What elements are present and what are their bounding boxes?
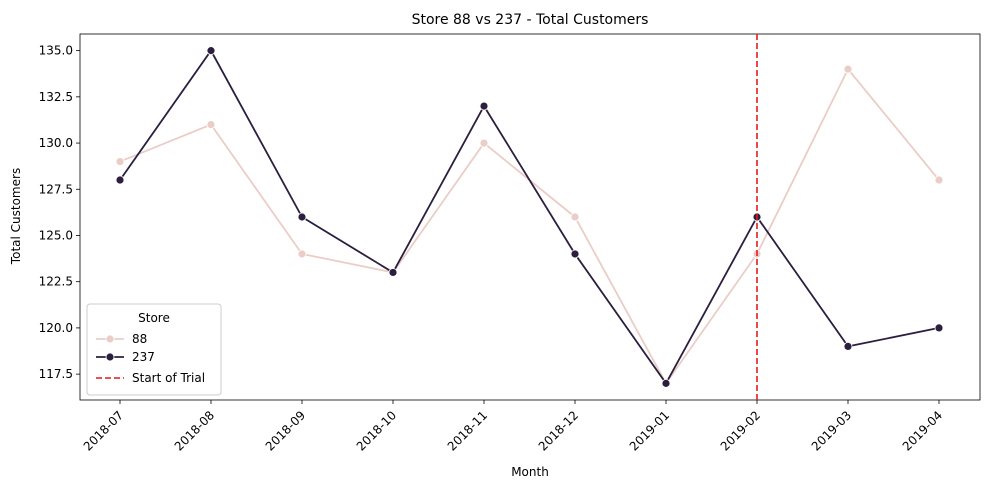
data-point-88 bbox=[934, 175, 944, 185]
x-tick-label: 2019-04 bbox=[900, 408, 945, 453]
data-point-237 bbox=[843, 341, 853, 351]
x-tick-label: 2019-03 bbox=[809, 408, 854, 453]
data-point-237 bbox=[297, 212, 307, 222]
legend-marker-237 bbox=[105, 352, 115, 362]
data-point-237 bbox=[934, 323, 944, 333]
x-tick-label: 2018-11 bbox=[445, 408, 490, 453]
y-tick-label: 120.0 bbox=[39, 321, 73, 335]
x-axis-label: Month bbox=[511, 465, 549, 479]
legend-label-237: 237 bbox=[132, 350, 155, 364]
data-point-88 bbox=[479, 138, 489, 148]
legend-marker-88 bbox=[105, 334, 115, 344]
x-tick-label: 2018-07 bbox=[81, 408, 126, 453]
legend-label-trial: Start of Trial bbox=[132, 371, 205, 385]
data-point-237 bbox=[479, 101, 489, 111]
data-point-237 bbox=[661, 378, 671, 388]
plot-frame bbox=[79, 33, 981, 401]
x-tick-label: 2018-09 bbox=[263, 408, 308, 453]
data-point-237 bbox=[388, 268, 398, 277]
x-tick-label: 2018-10 bbox=[354, 408, 399, 453]
y-tick-label: 122.5 bbox=[39, 275, 73, 289]
y-tick-label: 130.0 bbox=[39, 136, 73, 150]
data-point-88 bbox=[206, 120, 216, 129]
y-tick-label: 117.5 bbox=[39, 367, 73, 381]
y-axis-label: Total Customers bbox=[9, 168, 23, 265]
data-point-88 bbox=[843, 64, 853, 74]
data-point-88 bbox=[297, 249, 307, 259]
x-tick-label: 2018-08 bbox=[172, 408, 217, 453]
legend-title: Store bbox=[138, 311, 170, 325]
y-tick-label: 135.0 bbox=[39, 44, 73, 58]
data-point-237 bbox=[206, 46, 216, 56]
legend: Store 88 237 Start of Trial bbox=[86, 303, 222, 396]
x-tick-label: 2019-01 bbox=[627, 408, 672, 453]
legend-box bbox=[86, 303, 222, 396]
y-tick-label: 127.5 bbox=[39, 182, 73, 196]
legend-label-88: 88 bbox=[132, 332, 147, 346]
x-tick-label: 2019-02 bbox=[718, 408, 763, 453]
series-line-88 bbox=[119, 67, 940, 386]
y-tick-label: 125.0 bbox=[39, 228, 73, 242]
data-point-88 bbox=[570, 212, 580, 222]
series-line-237 bbox=[119, 48, 940, 386]
data-point-88 bbox=[115, 157, 125, 166]
x-tick-label: 2018-12 bbox=[536, 408, 581, 453]
data-point-237 bbox=[115, 175, 125, 185]
data-point-237 bbox=[570, 249, 580, 259]
y-tick-label: 132.5 bbox=[39, 90, 73, 104]
chart-title: Store 88 vs 237 - Total Customers bbox=[412, 12, 649, 28]
